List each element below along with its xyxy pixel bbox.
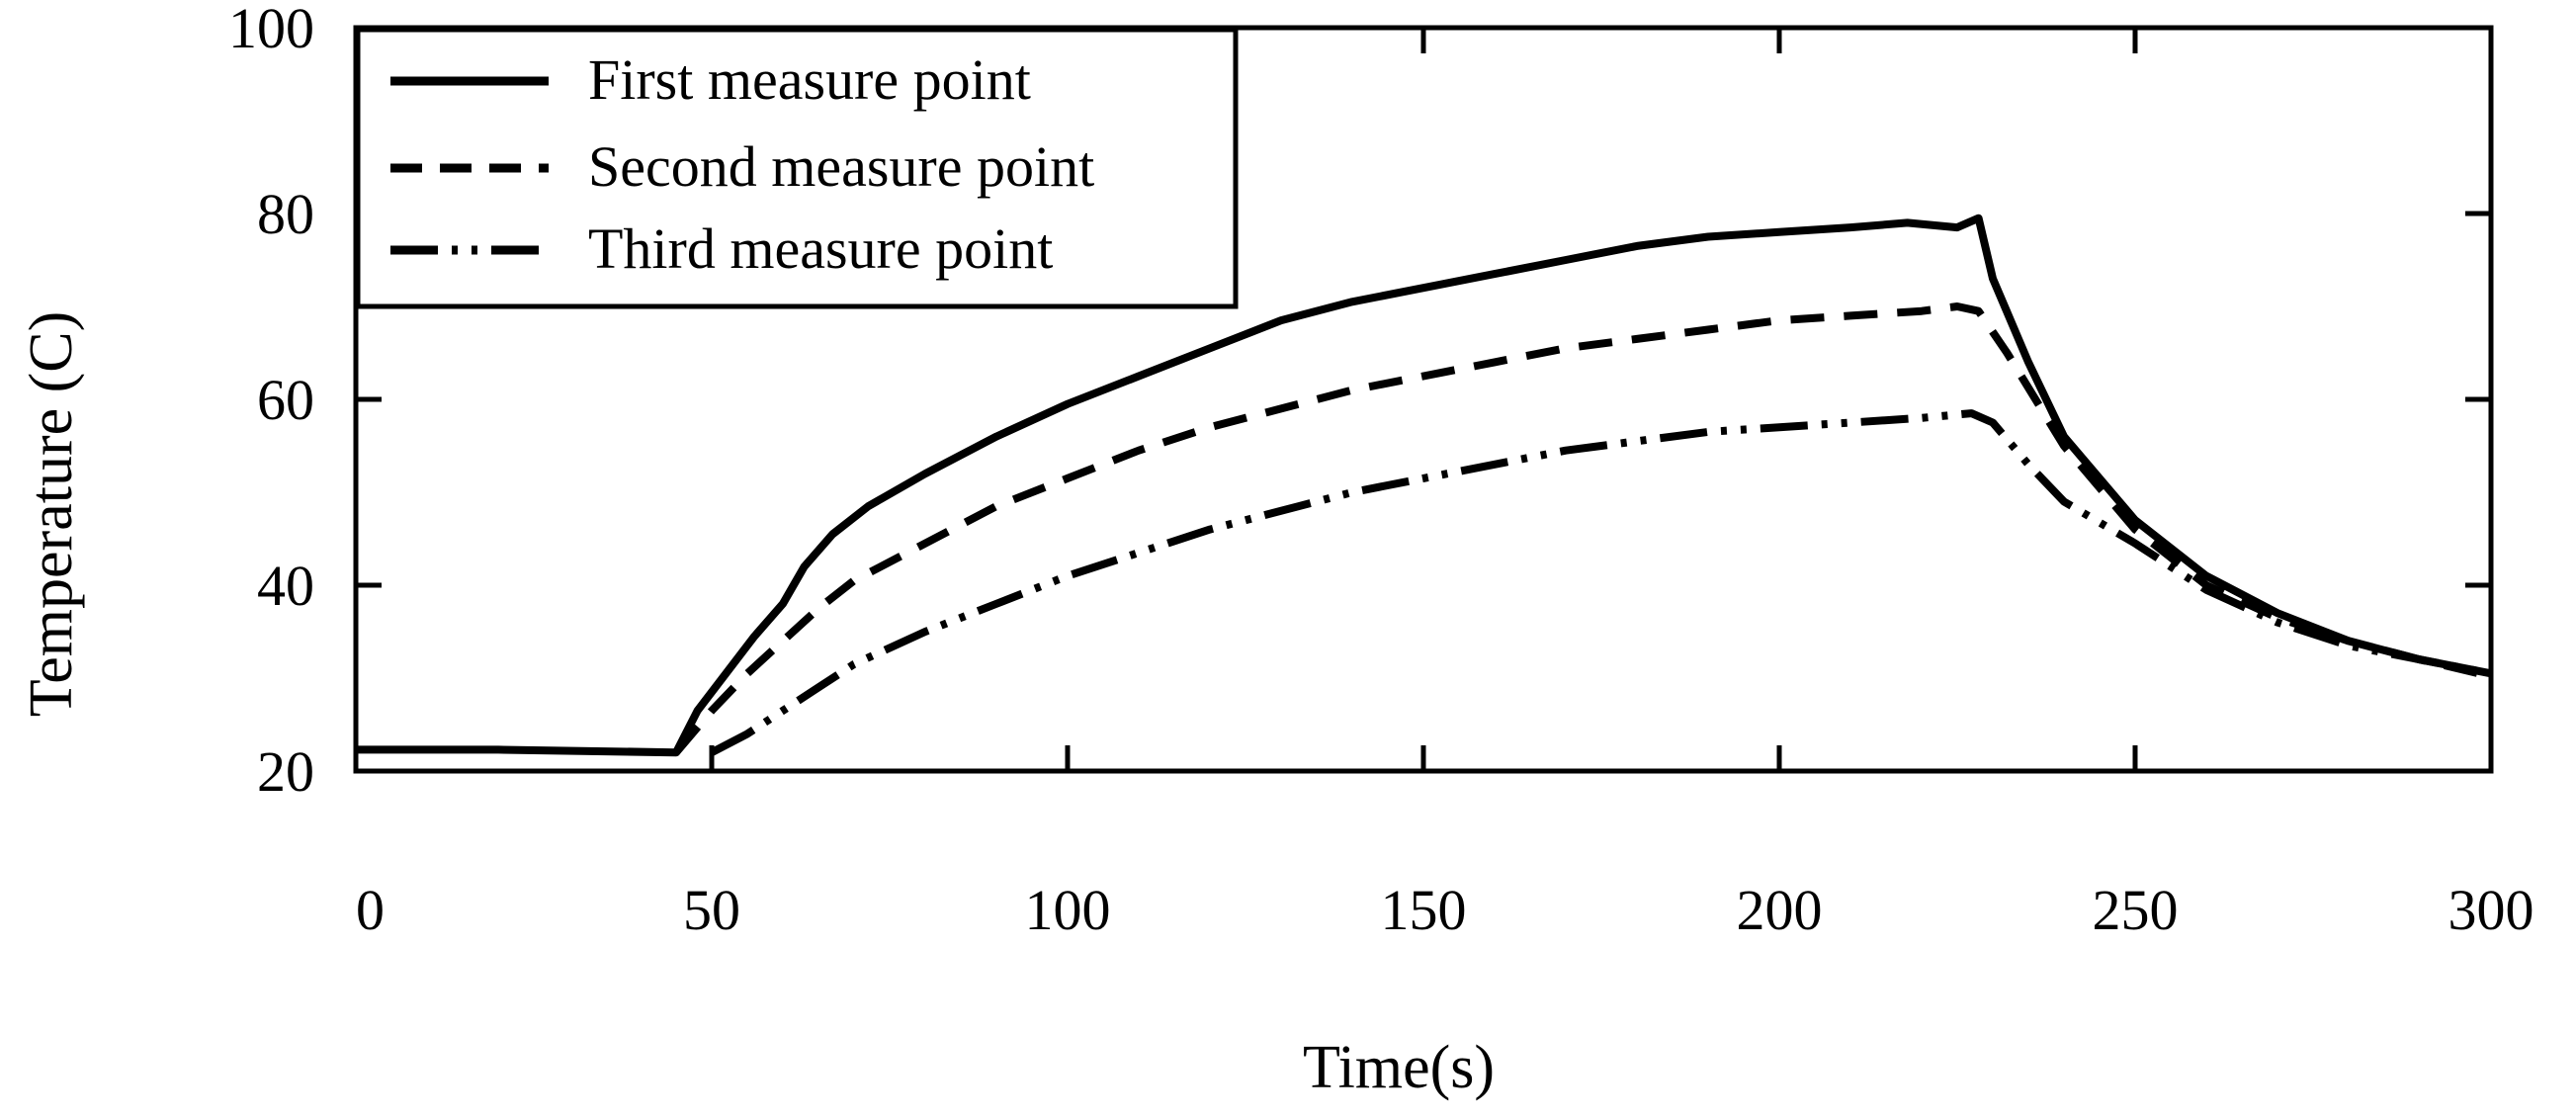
series-line-1 <box>356 214 2492 757</box>
series-layer <box>356 214 2492 757</box>
legend-label-third: Third measure point <box>588 216 1053 281</box>
x-tick-label: 50 <box>683 878 740 942</box>
y-axis-title: Temperature (C) <box>18 311 85 718</box>
x-tick-label: 200 <box>1737 878 1823 942</box>
y-tick-label: 60 <box>257 368 314 432</box>
y-axis: 20 40 60 80 100 <box>228 0 2491 804</box>
y-tick-label: 20 <box>257 739 314 804</box>
legend: First measure point Second measure point… <box>355 27 1239 309</box>
series-line-2 <box>672 302 2492 755</box>
x-tick-label: 300 <box>2448 878 2534 942</box>
x-axis-title: Time(s) <box>1303 1034 1495 1101</box>
legend-label-first: First measure point <box>588 47 1031 112</box>
x-tick-label: 150 <box>1381 878 1467 942</box>
x-axis: 0 50 100 150 200 250 300 <box>356 28 2534 942</box>
y-tick-label: 100 <box>228 0 314 60</box>
x-tick-label: 100 <box>1025 878 1111 942</box>
y-tick-label: 80 <box>257 182 314 246</box>
legend-label-second: Second measure point <box>588 134 1094 199</box>
y-tick-label: 40 <box>257 554 314 618</box>
x-tick-label: 250 <box>2093 878 2179 942</box>
series-line-3 <box>710 409 2492 756</box>
x-tick-label: 0 <box>356 878 385 942</box>
